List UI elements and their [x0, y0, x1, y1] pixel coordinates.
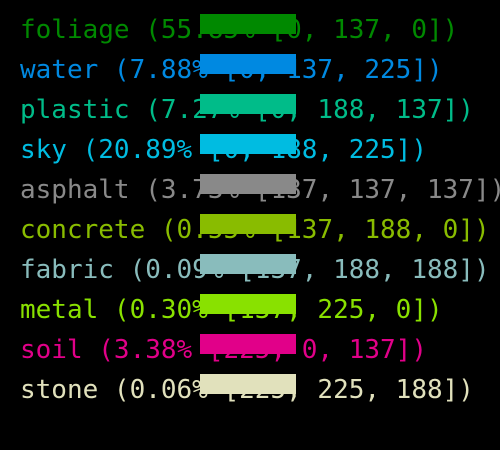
legend-swatch-metal [200, 294, 296, 314]
legend-swatch-concrete [200, 214, 296, 234]
legend-swatch-sky [200, 134, 296, 154]
legend-item-fabric: fabric (0.09% [137, 188, 188]) [20, 254, 500, 294]
legend-swatch-plastic [200, 94, 296, 114]
legend-item-soil: soil (3.38% [225, 0, 137]) [20, 334, 500, 374]
legend-item-concrete: concrete (0.55% [137, 188, 0]) [20, 214, 500, 254]
legend-swatch-soil [200, 334, 296, 354]
legend-swatch-water [200, 54, 296, 74]
legend-item-stone: stone (0.06% [225, 225, 188]) [20, 374, 500, 414]
legend-swatch-stone [200, 374, 296, 394]
legend-item-plastic: plastic (7.27% [0, 188, 137]) [20, 94, 500, 134]
legend-item-asphalt: asphalt (3.73% [137, 137, 137]) [20, 174, 500, 214]
legend-item-foliage: foliage (55.85% [0, 137, 0]) [20, 14, 500, 54]
legend-item-water: water (7.88% [0, 137, 225]) [20, 54, 500, 94]
legend-swatch-asphalt [200, 174, 296, 194]
legend-item-sky: sky (20.89% [0, 188, 225]) [20, 134, 500, 174]
legend-item-metal: metal (0.30% [137, 225, 0]) [20, 294, 500, 334]
legend-swatch-fabric [200, 254, 296, 274]
legend-swatch-foliage [200, 14, 296, 34]
